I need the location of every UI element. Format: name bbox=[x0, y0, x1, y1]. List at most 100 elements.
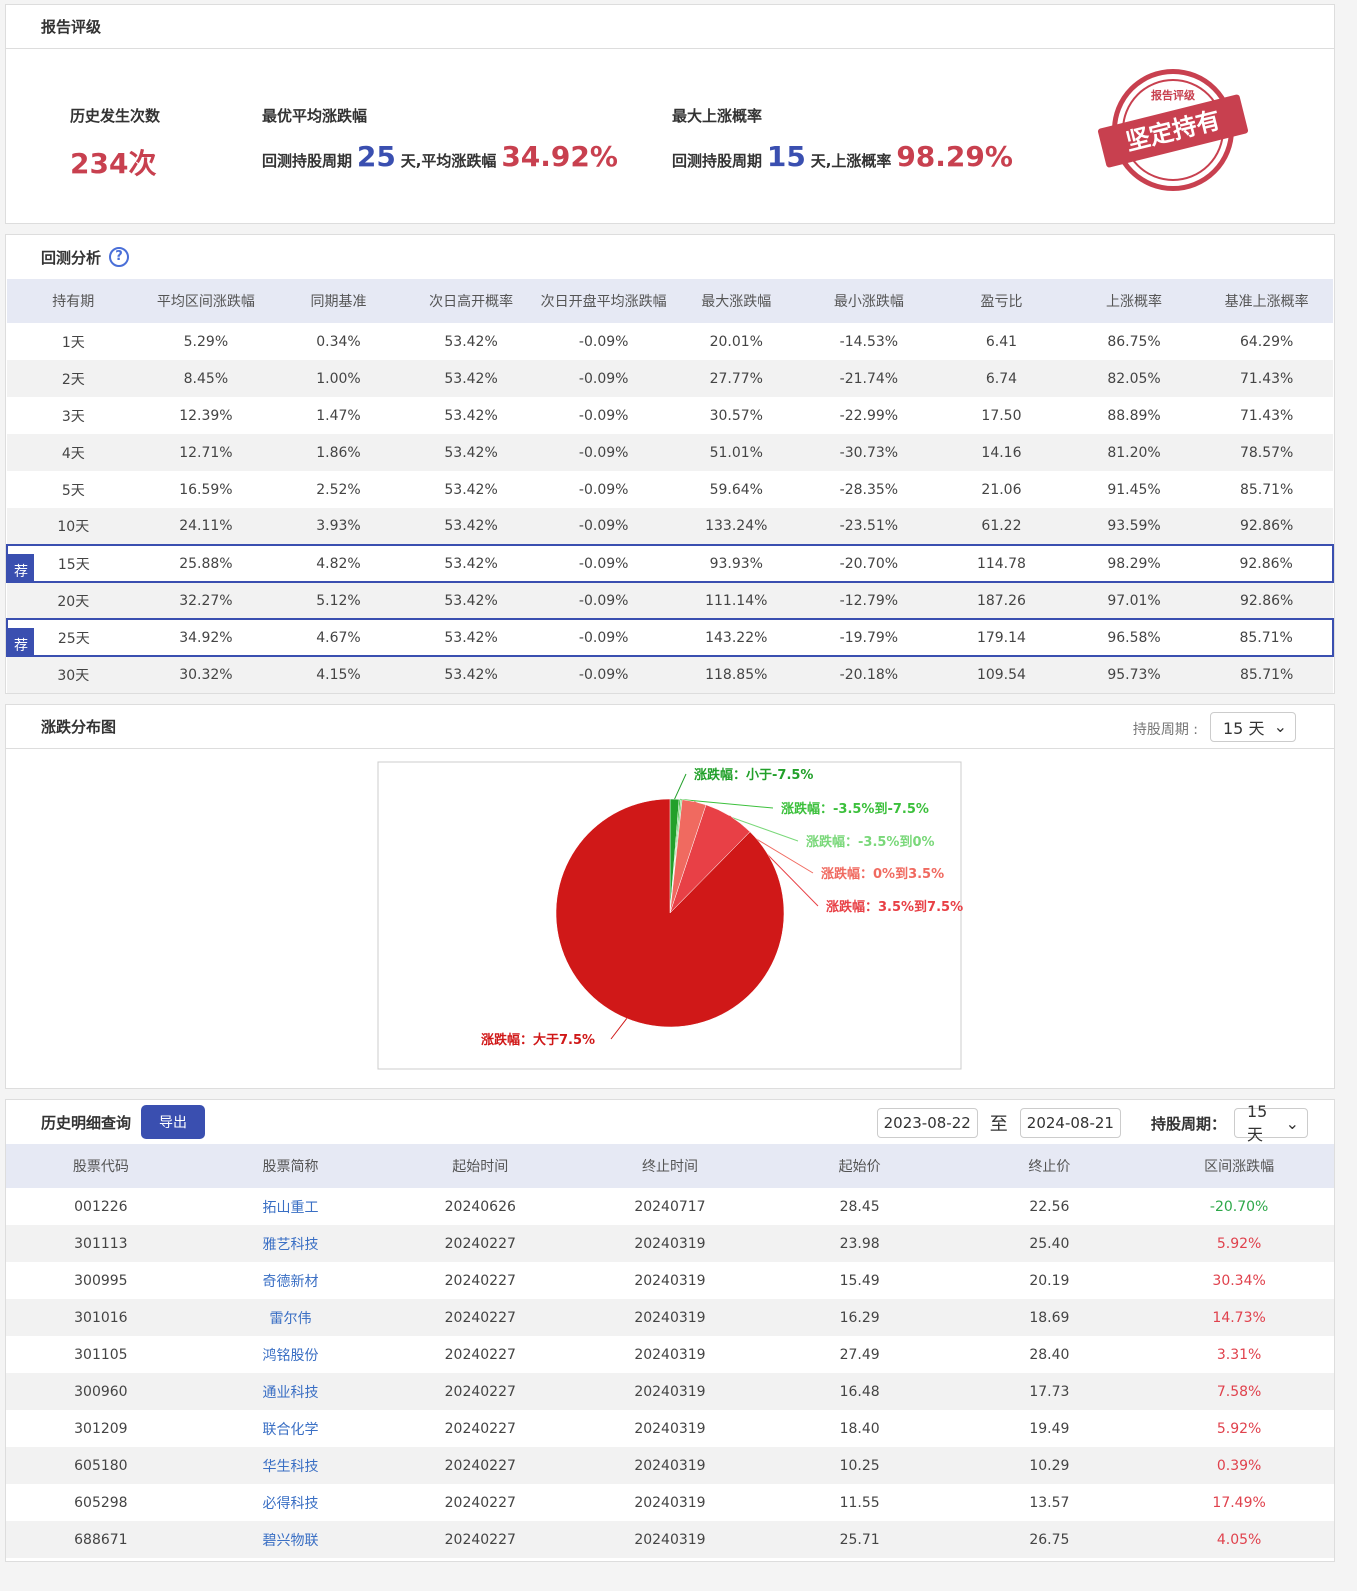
cell-value: -19.79% bbox=[839, 629, 899, 646]
table-cell: 20240227 bbox=[385, 1336, 575, 1373]
table-cell: 17.50 bbox=[935, 397, 1068, 434]
max-up-label: 最大上涨概率 bbox=[672, 107, 763, 125]
cell-value: 20240319 bbox=[634, 1531, 706, 1548]
cell-value: 51.01% bbox=[709, 444, 763, 461]
table-row: 20天 32.27% 5.12% 53.42% -0.09% 111.14% -12.79%… bbox=[7, 582, 1333, 619]
table-cell: 24.11% bbox=[139, 508, 273, 545]
table-cell: -0.09% bbox=[537, 434, 670, 471]
table-row: 300960 通业科技 20240227 20240319 16.48 17.73 7.58… bbox=[6, 1373, 1334, 1410]
table-cell: -0.09% bbox=[537, 323, 670, 360]
cell-value: -12.79% bbox=[839, 592, 899, 609]
cell-value: 20240319 bbox=[634, 1309, 706, 1326]
table-cell: 28.45 bbox=[765, 1188, 955, 1225]
cell-value: -0.09% bbox=[578, 333, 629, 350]
stock-name-link[interactable]: 奇德新材 bbox=[262, 1273, 319, 1290]
cell-value: 98.29% bbox=[1107, 555, 1161, 572]
stock-name-link[interactable]: 雷尔伟 bbox=[269, 1310, 312, 1327]
table-cell: -0.09% bbox=[537, 360, 670, 397]
table-row: 300995 奇德新材 20240227 20240319 15.49 20.19 30.3… bbox=[6, 1262, 1334, 1299]
stock-name-link[interactable]: 华生科技 bbox=[262, 1458, 319, 1475]
table-cell: 4天 bbox=[7, 434, 140, 471]
question-circle-icon[interactable]: ? bbox=[109, 247, 130, 267]
cell-value: 61.22 bbox=[981, 518, 1022, 534]
table-cell: 53.42% bbox=[404, 618, 538, 657]
table-cell: 53.42% bbox=[404, 434, 538, 471]
table-cell: 3天 bbox=[7, 397, 140, 434]
cell-value: 13.57 bbox=[1029, 1494, 1070, 1511]
cell-value: 10.29 bbox=[1029, 1457, 1070, 1474]
period-select[interactable]: 15 天 ⌄ bbox=[1210, 711, 1296, 742]
table-cell: 300960 bbox=[6, 1373, 196, 1410]
cell-value: 301016 bbox=[74, 1309, 128, 1326]
export-button[interactable]: 导出 bbox=[141, 1105, 206, 1139]
cell-value: 8.45% bbox=[183, 370, 229, 387]
column-header: 持有期 bbox=[7, 279, 140, 323]
cell-value: 18.40 bbox=[839, 1420, 880, 1437]
date-to-input[interactable]: 2024-08-21 bbox=[1019, 1108, 1121, 1138]
table-cell: 碧兴物联 bbox=[195, 1521, 386, 1558]
distribution-title: 涨跌分布图 bbox=[41, 718, 117, 736]
cell-value: -0.09% bbox=[578, 629, 629, 646]
column-header: 起始时间 bbox=[385, 1144, 576, 1188]
backtest-table: 持有期 平均区间涨跌幅 同期基准 次日高开概率 次日开盘平均涨跌幅 最大涨跌幅 最小涨跌幅盈… bbox=[6, 279, 1334, 693]
cell-value: 78.57% bbox=[1239, 444, 1294, 461]
cell-value: 5天 bbox=[61, 482, 85, 499]
stock-name-link[interactable]: 通业科技 bbox=[262, 1384, 319, 1401]
cell-value: 18.69 bbox=[1029, 1309, 1070, 1326]
table-cell: 19.49 bbox=[955, 1410, 1145, 1447]
cell-value: 21.06 bbox=[981, 481, 1022, 498]
cell-value: 12.39% bbox=[179, 407, 233, 424]
table-cell: 27.49 bbox=[765, 1336, 955, 1373]
column-header: 股票简称 bbox=[195, 1144, 386, 1188]
cell-value: 20240227 bbox=[444, 1383, 516, 1400]
cell-value: 15天 bbox=[57, 556, 90, 573]
best-avg-value: 34.92% bbox=[501, 140, 618, 173]
cell-value: 53.42% bbox=[444, 444, 498, 461]
cell-value: 93.59% bbox=[1107, 518, 1161, 534]
table-cell: 179.14 bbox=[935, 618, 1068, 657]
table-cell: 53.42% bbox=[405, 323, 538, 360]
pie-slice[interactable] bbox=[555, 798, 785, 1028]
table-cell: 0.39% bbox=[1144, 1447, 1334, 1484]
stock-name-link[interactable]: 联合化学 bbox=[262, 1421, 319, 1438]
table-cell: 鸿铭股份 bbox=[196, 1336, 386, 1373]
stock-name-link[interactable]: 碧兴物联 bbox=[262, 1532, 319, 1549]
cell-value: 25.88% bbox=[179, 555, 233, 572]
table-cell: 14.73% bbox=[1144, 1299, 1334, 1336]
table-cell: 荐 25天 bbox=[6, 618, 140, 665]
table-cell: 20240227 bbox=[385, 1447, 576, 1484]
table-cell: 雅艺科技 bbox=[195, 1225, 386, 1262]
table-cell: 81.20% bbox=[1067, 434, 1201, 471]
history-period-select[interactable]: 15 天 ⌄ bbox=[1234, 1102, 1308, 1144]
cell-value: 109.54 bbox=[976, 667, 1026, 683]
table-cell: 605298 bbox=[6, 1484, 196, 1521]
table-cell: 2.52% bbox=[272, 471, 405, 508]
table-cell: 20天 bbox=[7, 582, 140, 619]
cell-value: 82.05% bbox=[1107, 370, 1161, 387]
cell-value: 27.77% bbox=[709, 370, 763, 387]
table-row: 301016 雷尔伟 20240227 20240319 16.29 18.69 14.73… bbox=[6, 1299, 1334, 1336]
slice-label: 涨跌幅：-3.5%到0% bbox=[805, 834, 935, 850]
pie-chart: 涨跌幅：小于-7.5% 涨跌幅：-3.5%到-7.5% 涨跌幅：-3.5%到0% 涨跌… bbox=[377, 761, 963, 1070]
table-cell: 1.86% bbox=[272, 434, 405, 471]
table-cell: 86.75% bbox=[1068, 323, 1201, 360]
cell-value: 300995 bbox=[74, 1272, 128, 1289]
stock-name-link[interactable]: 必得科技 bbox=[262, 1495, 319, 1512]
table-cell: -0.09% bbox=[537, 656, 670, 693]
date-from-input[interactable]: 2023-08-22 bbox=[876, 1108, 978, 1138]
cell-value: 20240227 bbox=[444, 1457, 516, 1474]
cell-value: 19.49 bbox=[1029, 1420, 1070, 1437]
table-row: 301105 鸿铭股份 20240227 20240319 27.49 28.40 3.31… bbox=[6, 1336, 1334, 1373]
table-cell: -12.79% bbox=[802, 582, 936, 619]
cell-value: 20240319 bbox=[634, 1235, 706, 1252]
table-cell: 4.82% bbox=[272, 544, 405, 583]
table-cell: 53.42% bbox=[405, 397, 538, 434]
stock-name-link[interactable]: 鸿铭股份 bbox=[262, 1347, 319, 1364]
stock-name-link[interactable]: 拓山重工 bbox=[262, 1199, 319, 1216]
table-cell: 20.19 bbox=[955, 1262, 1145, 1299]
table-cell: 25.88% bbox=[139, 544, 273, 583]
cell-value: 133.24% bbox=[705, 518, 768, 534]
stock-name-link[interactable]: 雅艺科技 bbox=[262, 1236, 319, 1253]
table-cell: 20240319 bbox=[575, 1336, 765, 1373]
cell-value: 20240227 bbox=[444, 1235, 516, 1252]
